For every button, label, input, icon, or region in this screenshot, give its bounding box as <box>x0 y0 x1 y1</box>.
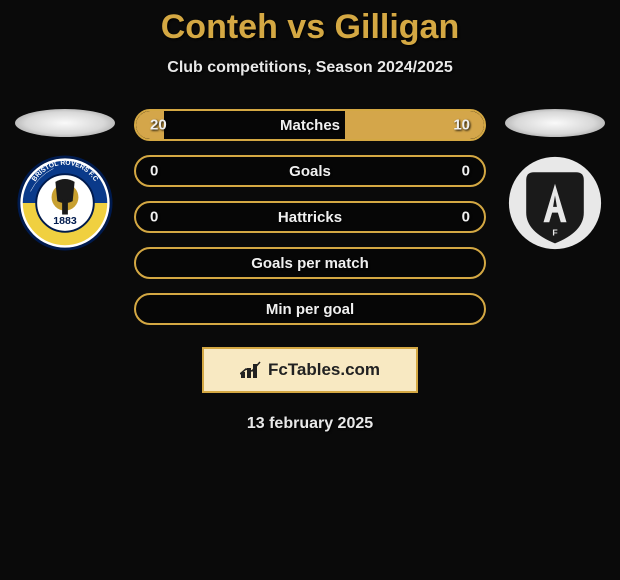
title: Conteh vs Gilligan <box>161 8 459 47</box>
stat-value-left: 0 <box>150 209 158 226</box>
date-text: 13 february 2025 <box>247 415 373 433</box>
stat-row-goals: 0 Goals 0 <box>134 155 486 187</box>
subtitle: Club competitions, Season 2024/2025 <box>167 59 452 77</box>
club-logo-left: 1883 BRISTOL ROVERS F.C <box>17 155 113 251</box>
stat-row-hattricks: 0 Hattricks 0 <box>134 201 486 233</box>
stat-value-left: 0 <box>150 163 158 180</box>
left-side: 1883 BRISTOL ROVERS F.C <box>10 109 120 251</box>
stat-label: Matches <box>280 117 340 134</box>
svg-text:1883: 1883 <box>53 215 77 227</box>
stat-value-right: 0 <box>462 209 470 226</box>
comparison-card: Conteh vs Gilligan Club competitions, Se… <box>0 0 620 433</box>
bar-chart-icon <box>240 361 262 379</box>
bristol-rovers-badge-icon: 1883 BRISTOL ROVERS F.C <box>17 155 113 251</box>
main-layout: 1883 BRISTOL ROVERS F.C 20 Matches 10 <box>0 109 620 325</box>
stat-value-right: 10 <box>453 117 470 134</box>
stat-label: Min per goal <box>266 301 354 318</box>
stat-row-mpg: Min per goal <box>134 293 486 325</box>
stat-label: Goals per match <box>251 255 369 272</box>
stat-row-matches: 20 Matches 10 <box>134 109 486 141</box>
stat-label: Goals <box>289 163 331 180</box>
stat-value-left: 20 <box>150 117 167 134</box>
stat-row-gpm: Goals per match <box>134 247 486 279</box>
player-silhouette-left <box>15 109 115 137</box>
stat-label: Hattricks <box>278 209 342 226</box>
club-logo-right: F <box>507 155 603 251</box>
right-side: F <box>500 109 610 251</box>
brand-box[interactable]: FcTables.com <box>202 347 418 393</box>
brand-text: FcTables.com <box>268 360 380 380</box>
svg-text:F: F <box>552 228 557 238</box>
stat-value-right: 0 <box>462 163 470 180</box>
player-silhouette-right <box>505 109 605 137</box>
academica-badge-icon: F <box>507 155 603 251</box>
stats-column: 20 Matches 10 0 Goals 0 0 Hattricks 0 Go… <box>134 109 486 325</box>
